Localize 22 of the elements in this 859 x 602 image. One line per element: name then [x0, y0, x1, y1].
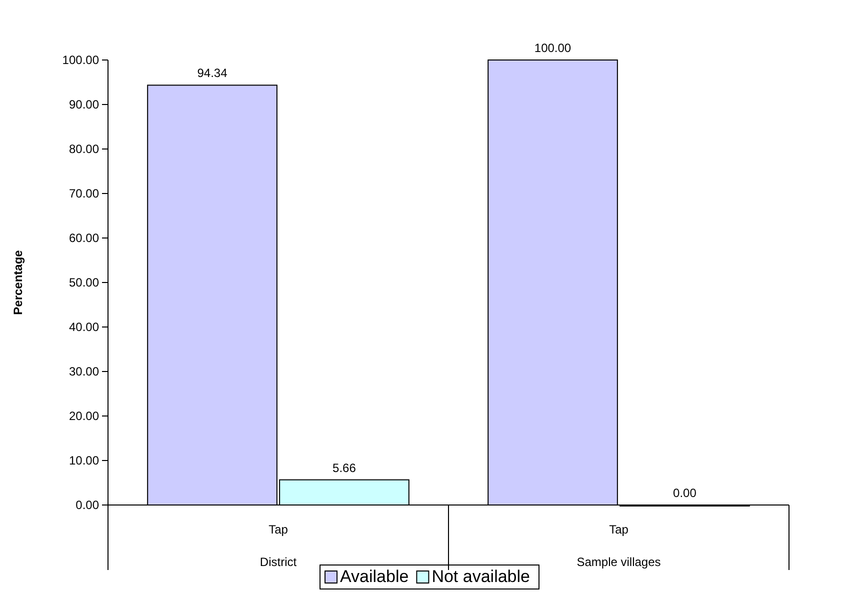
- y-tick-label: 70.00: [68, 186, 100, 200]
- y-tick-label: 80.00: [68, 142, 100, 156]
- y-tick-label: 50.00: [68, 275, 100, 290]
- y-tick-label: 0.00: [76, 498, 100, 512]
- y-tick-label: 60.00: [68, 230, 100, 245]
- data-label: 94.34: [197, 66, 228, 80]
- y-tick-label: 30.00: [68, 364, 100, 378]
- y-axis-title: Percentage: [11, 250, 25, 315]
- y-tick-label: 100.00: [62, 52, 100, 67]
- x-tick-label: Tap: [609, 522, 629, 537]
- data-label: 100.00: [534, 41, 572, 55]
- y-tick-label: 40.00: [68, 320, 100, 334]
- y-tick-label: 20.00: [68, 408, 100, 423]
- data-label: 5.66: [332, 460, 356, 475]
- text: Sample villages: [576, 555, 661, 569]
- legend-label: Not available: [432, 567, 530, 586]
- text: District: [260, 555, 298, 569]
- x-tick-label: Tap: [268, 522, 288, 537]
- data-label: 0.00: [673, 486, 697, 500]
- y-tick-label: 10.00: [68, 453, 100, 468]
- y-tick-label: 90.00: [68, 97, 100, 112]
- legend-label: Available: [340, 567, 409, 586]
